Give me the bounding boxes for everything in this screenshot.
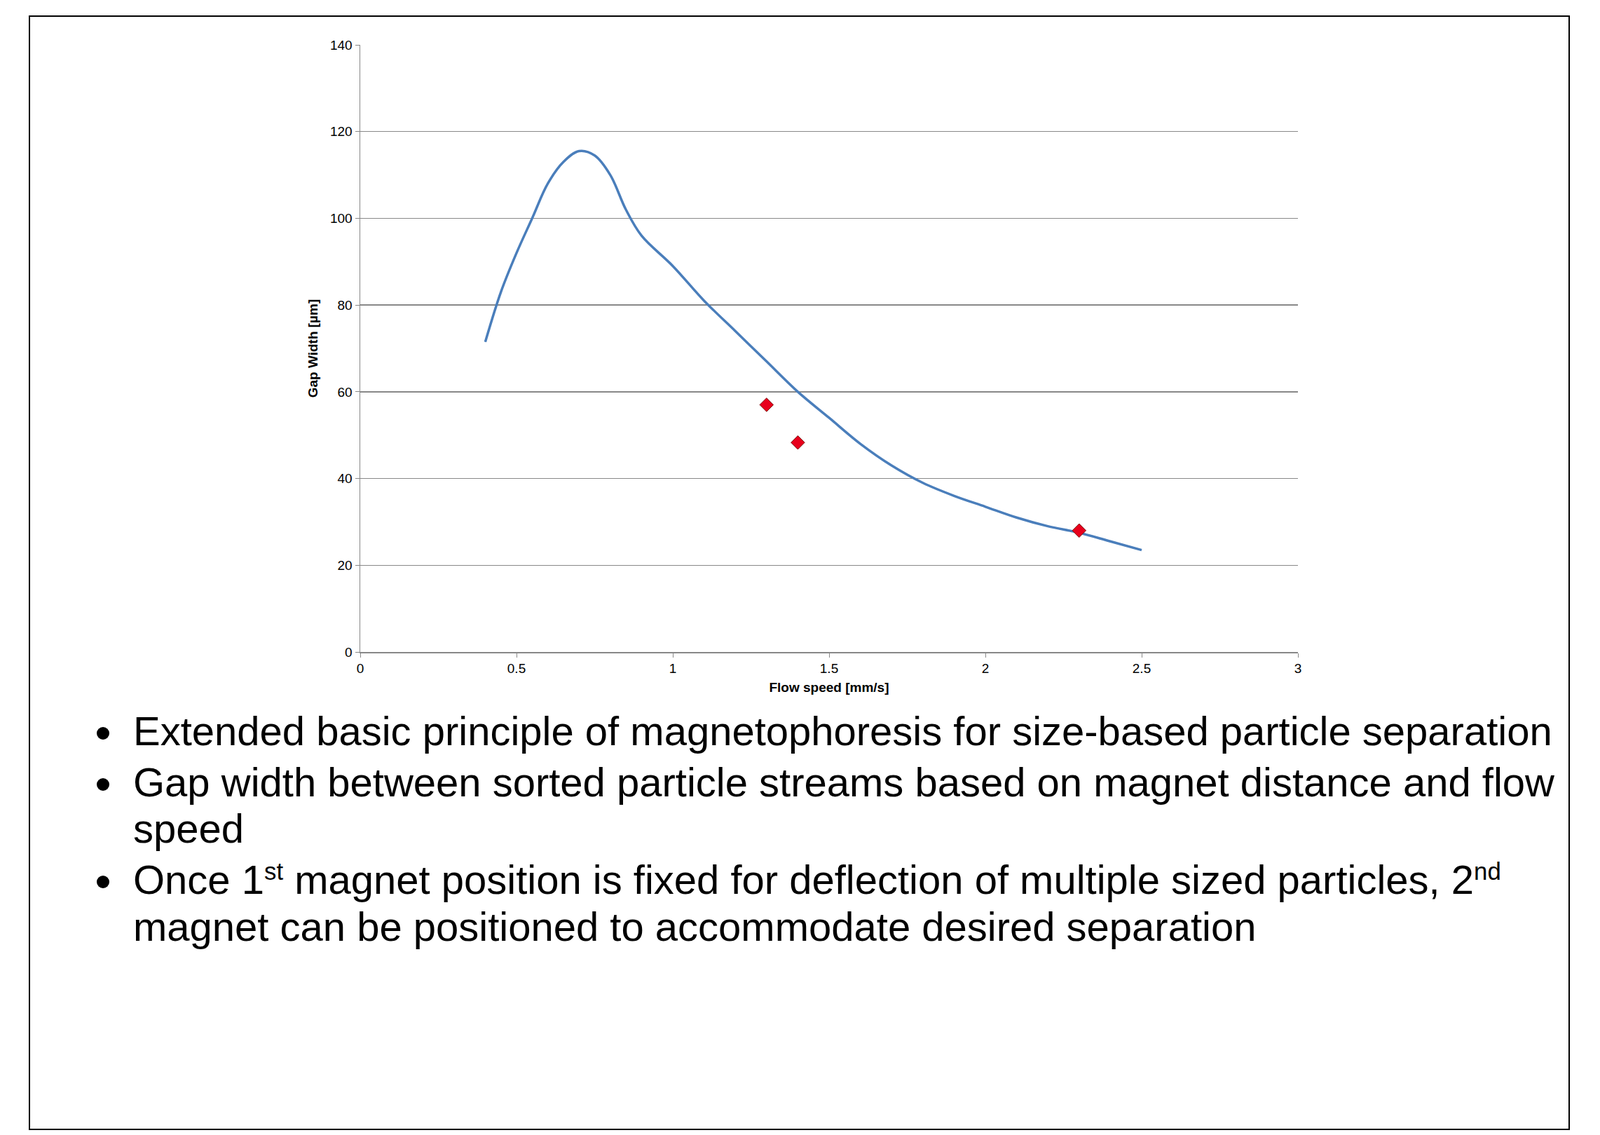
svg-text:100: 100 [330, 210, 353, 226]
svg-text:140: 140 [330, 37, 353, 53]
svg-text:60: 60 [337, 384, 353, 400]
svg-text:0: 0 [344, 644, 353, 660]
html-text:Once 1stmagnet position is fix: Once 1stmagnet position is fixed for def… [133, 856, 1502, 903]
svg-text:Flow speed [mm/s]: Flow speed [mm/s] [768, 679, 889, 695]
svg-text:0: 0 [356, 660, 365, 676]
svg-text:0.5: 0.5 [507, 660, 526, 676]
html-text:magnet can be positioned to ac: magnet can be positioned to accommodate … [133, 903, 1257, 949]
svg-text:20: 20 [337, 557, 353, 573]
svg-text:80: 80 [337, 297, 353, 313]
svg-text:Gap Width [µm]: Gap Width [µm] [305, 299, 321, 399]
svg-text:2: 2 [981, 660, 990, 676]
html-text:Gap width between sorted parti: Gap width between sorted particle stream… [133, 758, 1555, 852]
svg-text:40: 40 [337, 470, 353, 486]
html-text:Extended basic principle of ma: Extended basic principle of magnetophore… [133, 707, 1553, 754]
svg-text:1: 1 [669, 660, 678, 676]
svg-text:1.5: 1.5 [819, 660, 839, 676]
svg-text:2.5: 2.5 [1132, 660, 1151, 676]
svg-text:120: 120 [330, 124, 353, 139]
svg-text:3: 3 [1294, 660, 1303, 676]
